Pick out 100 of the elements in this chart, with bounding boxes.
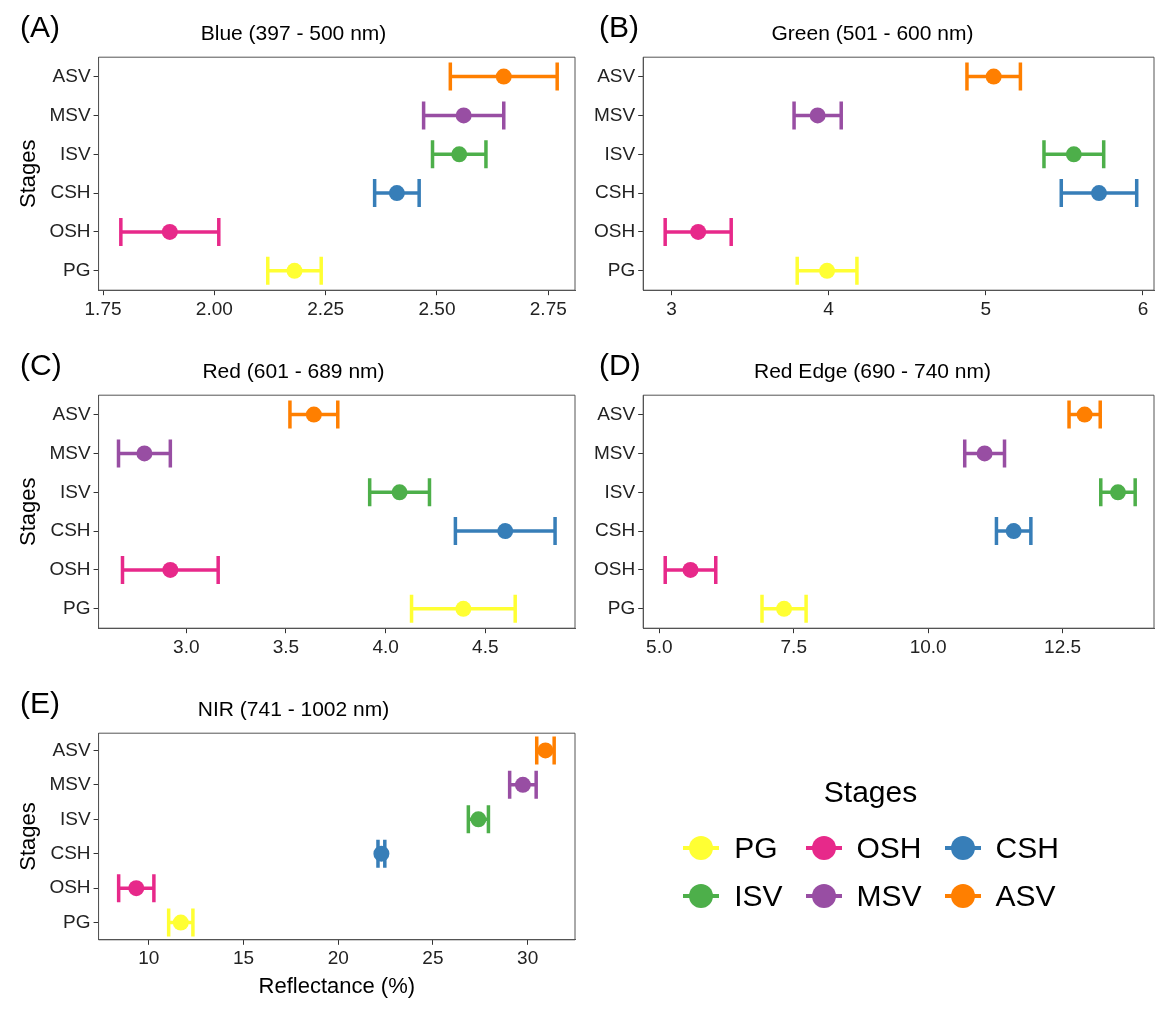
legend-label: CSH — [995, 831, 1059, 865]
legend-label: MSV — [856, 879, 922, 913]
point — [495, 68, 512, 85]
legend-title: Stages — [823, 775, 918, 809]
point — [451, 146, 468, 163]
y-tick-label: MSV — [49, 103, 91, 125]
x-tick-label: 2.50 — [418, 297, 456, 319]
text: (A) — [20, 10, 60, 44]
point — [1005, 523, 1022, 540]
legend-label: ASV — [995, 879, 1056, 913]
x-tick-label: 6 — [1137, 297, 1149, 319]
point — [682, 561, 699, 578]
y-tick-label: OSH — [49, 558, 91, 580]
x-tick-label: 2.75 — [529, 297, 567, 319]
y-tick-label: MSV — [593, 441, 636, 463]
x-tick-label: 5 — [980, 297, 992, 319]
point — [470, 811, 487, 828]
y-tick-label: CSH — [595, 519, 636, 541]
y-tick-label: CSH — [595, 181, 636, 203]
y-tick-label: OSH — [49, 220, 91, 242]
point — [373, 845, 390, 862]
y-tick-label: ISV — [59, 142, 91, 164]
y-tick-label: OSH — [49, 876, 91, 898]
point — [162, 561, 179, 578]
point — [305, 406, 322, 423]
x-tick-label: 2.25 — [307, 297, 345, 319]
x-tick-label: 25 — [422, 947, 444, 969]
point — [388, 185, 405, 202]
y-tick-label: ASV — [597, 64, 636, 86]
y-tick-label: ISV — [59, 807, 91, 829]
point — [128, 880, 145, 897]
chart-title: Red (601 - 689 nm) — [202, 359, 385, 383]
x-axis-title: Reflectance (%) — [258, 972, 416, 998]
legend-label: PG — [734, 831, 778, 865]
x-tick-label: 1.75 — [84, 297, 122, 319]
y-axis-title: Stages — [15, 802, 41, 871]
x-tick-label: 30 — [517, 947, 539, 969]
point — [391, 484, 408, 501]
x-tick-label: 12.5 — [1044, 635, 1082, 657]
y-axis-title: Stages — [15, 477, 41, 546]
y-tick-label: PG — [607, 259, 636, 281]
point — [819, 262, 836, 279]
legend-label: ISV — [734, 879, 783, 913]
chart-title: Green (501 - 600 nm) — [771, 21, 974, 45]
point — [690, 223, 707, 240]
point — [976, 445, 993, 462]
x-tick-label: 2.00 — [195, 297, 233, 319]
y-tick-label: ASV — [52, 402, 91, 424]
y-tick-label: CSH — [50, 181, 91, 203]
text: (C) — [20, 348, 62, 382]
y-tick-label: MSV — [49, 773, 91, 795]
x-tick-label: 4 — [823, 297, 835, 319]
y-tick-label: PG — [63, 910, 91, 932]
text: (B) — [599, 10, 639, 44]
y-tick-label: MSV — [49, 441, 91, 463]
y-axis-title: Stages — [15, 139, 41, 208]
point — [776, 600, 793, 617]
x-tick-label: 5.0 — [646, 635, 673, 657]
y-tick-label: CSH — [50, 519, 91, 541]
chart-title: Blue (397 - 500 nm) — [200, 21, 387, 45]
y-tick-label: ASV — [52, 64, 91, 86]
point — [1076, 406, 1093, 423]
point — [1090, 185, 1107, 202]
x-tick-label: 20 — [327, 947, 349, 969]
point — [809, 107, 826, 124]
y-tick-label: CSH — [50, 841, 91, 863]
point — [985, 68, 1002, 85]
x-tick-label: 4.0 — [372, 635, 399, 657]
y-tick-label: ISV — [604, 142, 636, 164]
x-tick-label: 4.5 — [472, 635, 499, 657]
x-tick-label: 10 — [138, 947, 160, 969]
y-tick-label: ASV — [52, 738, 91, 760]
y-tick-label: ASV — [597, 402, 636, 424]
point — [286, 262, 303, 279]
x-tick-label: 3 — [666, 297, 677, 319]
x-tick-label: 3.5 — [272, 635, 300, 657]
y-tick-label: PG — [63, 597, 91, 619]
y-tick-label: OSH — [593, 558, 636, 580]
y-tick-label: ISV — [604, 480, 636, 502]
y-tick-label: MSV — [593, 103, 636, 125]
point — [136, 445, 153, 462]
x-tick-label: 10.0 — [909, 635, 947, 657]
point — [161, 223, 178, 240]
y-tick-label: PG — [63, 259, 91, 281]
y-tick-label: PG — [607, 597, 636, 619]
point — [455, 600, 472, 617]
x-tick-label: 7.5 — [780, 635, 807, 657]
point — [537, 742, 554, 759]
point — [1109, 484, 1126, 501]
point — [497, 523, 514, 540]
point — [455, 107, 472, 124]
y-tick-label: OSH — [593, 220, 636, 242]
point — [1065, 146, 1082, 163]
point — [514, 776, 531, 793]
chart-title: NIR (741 - 1002 nm) — [197, 697, 390, 721]
text: (D) — [599, 348, 641, 382]
x-tick-label: 15 — [232, 947, 255, 969]
legend-label: OSH — [856, 831, 922, 865]
point — [172, 914, 189, 931]
x-tick-label: 3.0 — [173, 635, 200, 657]
